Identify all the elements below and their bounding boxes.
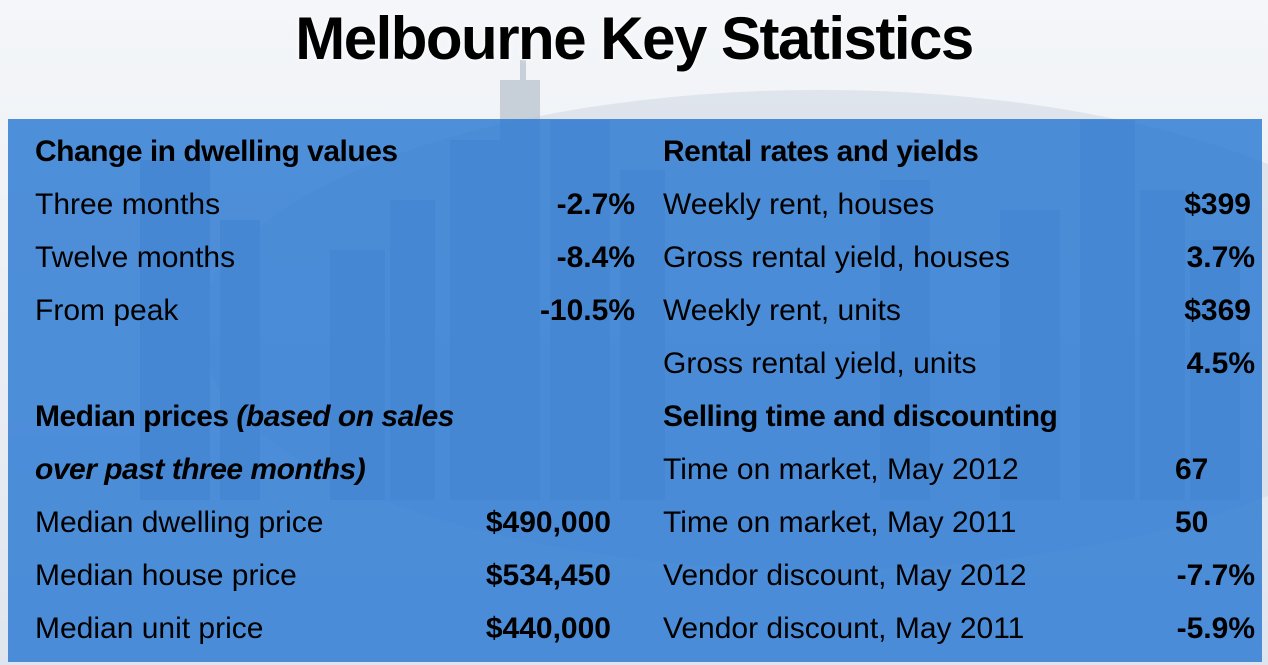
selling-header: Selling time and discounting [663,400,1058,433]
stat-row: Twelve months -8.4% [35,231,635,284]
median-header-bold: Median prices [35,400,237,433]
stat-row: From peak -10.5% [35,284,635,337]
stat-value: $490,000 [485,506,611,539]
stat-row: Vendor discount, May 2011 -5.9% [663,602,1255,655]
stat-label: Vendor discount, May 2012 [663,559,1027,592]
stat-row: Median house price $534,450 [35,549,635,602]
dwelling-values-header: Change in dwelling values [35,135,398,168]
stat-value: -5.9% [1176,612,1255,645]
median-prices-header-line2: over past three months) [35,443,635,496]
stat-row: Median unit price $440,000 [35,602,635,655]
stat-label: Twelve months [35,241,236,274]
median-header-italic: over past three months) [35,453,366,486]
stat-row: Three months -2.7% [35,178,635,231]
stat-row: Gross rental yield, houses 3.7% [663,231,1255,284]
stat-label: Gross rental yield, houses [663,241,1010,274]
stats-panel: Change in dwelling values Three months -… [8,119,1262,662]
stat-value: -8.4% [556,241,635,274]
stat-row: Weekly rent, units $369 [663,284,1255,337]
stat-row: Median dwelling price $490,000 [35,496,635,549]
stat-label: From peak [35,294,179,327]
rental-header: Rental rates and yields [663,135,979,168]
stat-row: Gross rental yield, units 4.5% [663,337,1255,390]
stat-label: Median unit price [35,612,264,645]
stat-value: $399 [1184,188,1251,221]
median-header-italic: (based on sales [236,400,454,433]
page-title: Melbourne Key Statistics [295,5,974,72]
stat-label: Weekly rent, units [663,294,901,327]
stat-value: -7.7% [1176,559,1255,592]
stat-value: 67 [1175,453,1209,486]
stat-value: 4.5% [1186,347,1255,380]
median-prices-header: Median prices (based on sales [35,390,635,443]
stat-label: Three months [35,188,221,221]
stat-value: $369 [1184,294,1251,327]
stat-value: 50 [1175,506,1209,539]
stat-value: -2.7% [556,188,635,221]
stat-row: Vendor discount, May 2012 -7.7% [663,549,1255,602]
stat-value: $534,450 [485,559,611,592]
stat-label: Gross rental yield, units [663,347,977,380]
stat-row: Time on market, May 2011 50 [663,496,1255,549]
stat-label: Median dwelling price [35,506,324,539]
stat-row: Weekly rent, houses $399 [663,178,1255,231]
stat-label: Weekly rent, houses [663,188,935,221]
stat-value: -10.5% [539,294,635,327]
stat-value: $440,000 [485,612,611,645]
stat-label: Time on market, May 2011 [663,506,1017,539]
stat-value: 3.7% [1186,241,1255,274]
stat-row: Time on market, May 2012 67 [663,443,1255,496]
stat-label: Median house price [35,559,297,592]
stat-label: Time on market, May 2012 [663,453,1019,486]
stat-label: Vendor discount, May 2011 [663,612,1025,645]
